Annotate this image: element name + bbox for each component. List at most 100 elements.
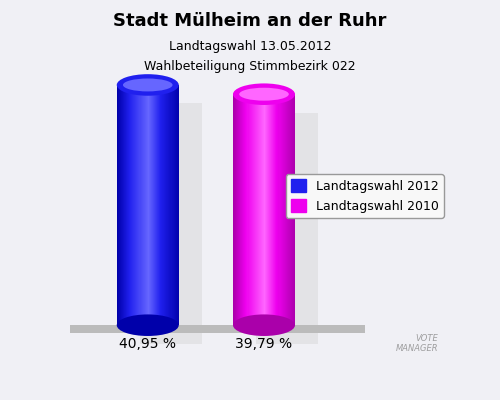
Polygon shape [248,94,250,325]
Ellipse shape [117,74,179,96]
Polygon shape [268,94,269,325]
Text: Wahlbeteiligung Stimmbezirk 022: Wahlbeteiligung Stimmbezirk 022 [144,60,356,73]
Polygon shape [294,94,295,325]
Polygon shape [254,94,256,325]
Polygon shape [178,85,179,325]
Polygon shape [280,94,281,325]
Polygon shape [276,94,278,325]
Ellipse shape [123,78,172,92]
Polygon shape [172,85,174,325]
Polygon shape [144,85,146,325]
Polygon shape [152,85,153,325]
Polygon shape [118,85,119,325]
Polygon shape [239,94,240,325]
Polygon shape [234,94,235,325]
Polygon shape [261,94,262,325]
Polygon shape [282,94,284,325]
Polygon shape [244,94,246,325]
Polygon shape [291,94,292,325]
Polygon shape [274,94,276,325]
Polygon shape [146,85,148,325]
Polygon shape [140,104,202,344]
Polygon shape [288,94,289,325]
Polygon shape [164,85,166,325]
Polygon shape [159,85,160,325]
Polygon shape [151,85,152,325]
Polygon shape [260,94,261,325]
Polygon shape [267,94,268,325]
Polygon shape [237,94,238,325]
Text: VOTE
MANAGER: VOTE MANAGER [396,334,438,353]
Polygon shape [127,85,128,325]
Polygon shape [70,325,365,333]
Polygon shape [250,94,252,325]
Polygon shape [236,94,237,325]
Polygon shape [246,94,248,325]
Polygon shape [121,85,122,325]
Polygon shape [150,85,151,325]
Polygon shape [174,85,176,325]
Polygon shape [256,113,318,344]
Polygon shape [117,85,118,325]
Polygon shape [156,85,157,325]
Polygon shape [256,94,257,325]
Polygon shape [238,94,239,325]
Polygon shape [289,94,290,325]
Ellipse shape [239,88,289,101]
Polygon shape [138,85,140,325]
Polygon shape [259,94,260,325]
Polygon shape [162,85,163,325]
Polygon shape [157,85,158,325]
Polygon shape [170,85,172,325]
Polygon shape [258,94,259,325]
Polygon shape [154,85,155,325]
Text: Landtagswahl 13.05.2012: Landtagswahl 13.05.2012 [169,40,331,53]
Text: 40,95 %: 40,95 % [120,337,176,351]
Polygon shape [235,94,236,325]
Polygon shape [160,85,161,325]
Text: Stadt Mülheim an der Ruhr: Stadt Mülheim an der Ruhr [114,12,386,30]
Polygon shape [124,85,125,325]
Polygon shape [148,85,149,325]
Polygon shape [132,85,134,325]
Polygon shape [142,85,144,325]
Polygon shape [271,94,272,325]
Polygon shape [272,94,274,325]
Polygon shape [149,85,150,325]
Polygon shape [278,94,280,325]
Polygon shape [153,85,154,325]
Polygon shape [263,94,264,325]
Polygon shape [233,94,234,325]
Polygon shape [120,85,121,325]
Polygon shape [163,85,164,325]
Polygon shape [131,85,132,325]
Polygon shape [161,85,162,325]
Polygon shape [126,85,127,325]
Text: 39,79 %: 39,79 % [236,337,292,351]
Polygon shape [166,85,168,325]
Polygon shape [119,85,120,325]
Polygon shape [134,85,136,325]
Polygon shape [252,94,254,325]
Polygon shape [123,85,124,325]
Polygon shape [122,85,123,325]
Polygon shape [264,94,265,325]
Polygon shape [136,85,138,325]
Polygon shape [176,85,178,325]
Polygon shape [292,94,293,325]
Polygon shape [286,94,288,325]
Ellipse shape [233,314,295,336]
Polygon shape [168,85,170,325]
Polygon shape [270,94,271,325]
Polygon shape [140,85,141,325]
Polygon shape [262,94,263,325]
Polygon shape [293,94,294,325]
Polygon shape [265,94,266,325]
Legend: Landtagswahl 2012, Landtagswahl 2010: Landtagswahl 2012, Landtagswahl 2010 [286,174,444,218]
Polygon shape [130,85,131,325]
Polygon shape [266,94,267,325]
Polygon shape [128,85,129,325]
Polygon shape [257,94,258,325]
Polygon shape [129,85,130,325]
Polygon shape [125,85,126,325]
